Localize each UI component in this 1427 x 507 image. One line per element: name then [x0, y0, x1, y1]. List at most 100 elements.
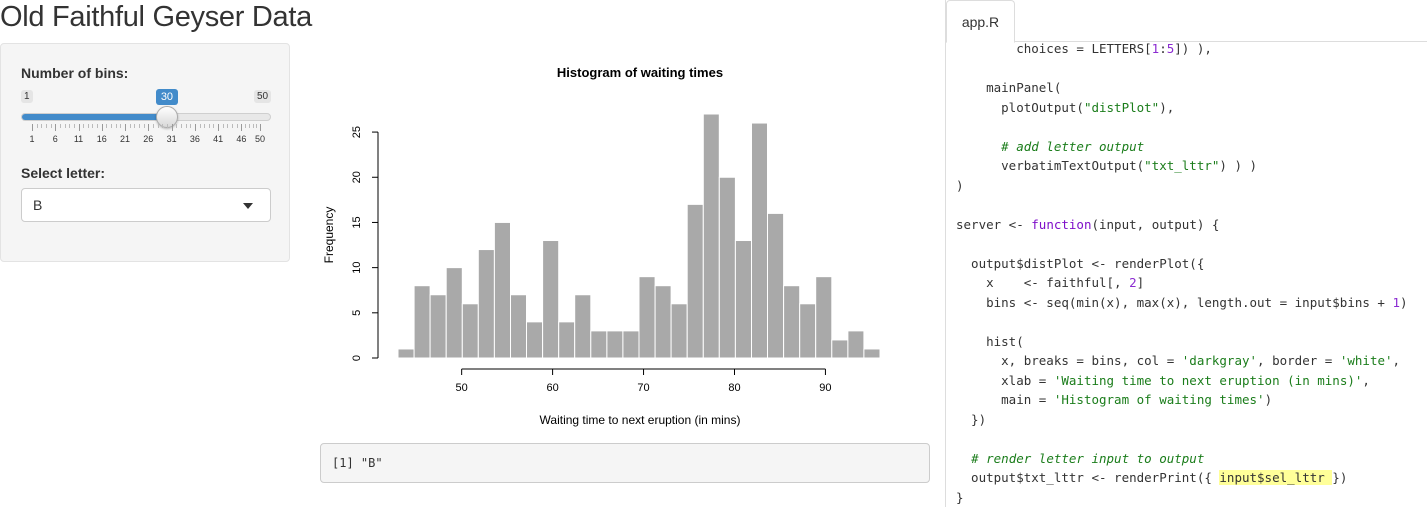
code-token: xlab = — [956, 372, 1054, 388]
slider-tick — [32, 124, 33, 131]
slider-tick-label: 11 — [73, 134, 84, 144]
histogram-bar — [670, 303, 688, 359]
code-line — [956, 117, 1408, 137]
slider-minor-tick — [252, 124, 254, 128]
code-token: output$txt_lttr <- renderPrint({ — [956, 470, 1220, 485]
code-line: # add letter output — [956, 137, 1408, 157]
code-token: 'Waiting time to next eruption (in mins)… — [1053, 372, 1363, 388]
slider-minor-tick — [143, 124, 145, 128]
histogram-bar — [461, 303, 479, 359]
histogram-bar — [783, 285, 801, 359]
slider-minor-tick — [73, 124, 75, 128]
y-tick-label: 15 — [351, 216, 363, 228]
slider-minor-tick — [50, 124, 52, 128]
slider-minor-tick — [176, 124, 178, 128]
code-line — [956, 312, 1408, 332]
slider-minor-tick — [41, 124, 43, 128]
slider-minor-tick — [185, 124, 187, 128]
histogram-bar — [445, 267, 463, 359]
bins-label: Number of bins: — [21, 65, 129, 81]
code-tab-bar: app.R — [946, 0, 1427, 43]
code-token: ] — [1136, 275, 1145, 290]
code-token: ), — [1159, 99, 1175, 115]
code-token: : — [1159, 41, 1167, 56]
code-line: }) — [956, 410, 1408, 430]
slider-minor-tick — [190, 124, 192, 128]
code-token: mainPanel( — [956, 80, 1062, 95]
histogram-bar — [526, 321, 544, 359]
slider-minor-tick — [208, 124, 210, 128]
page-title: Old Faithful Geyser Data — [0, 1, 312, 33]
slider-tick-label: 46 — [236, 134, 247, 144]
slider-tick — [125, 124, 127, 131]
y-axis-label: Frequency — [322, 207, 336, 264]
slider-tick — [241, 124, 243, 131]
histogram-bar — [509, 294, 528, 359]
slider-minor-tick — [111, 124, 113, 128]
letter-label: Select letter: — [21, 165, 106, 181]
code-line: main = 'Histogram of waiting times') — [956, 390, 1408, 410]
slider-tick-label: 26 — [143, 134, 154, 144]
histogram-bars — [397, 113, 881, 359]
slider-tick — [148, 124, 150, 131]
code-panel: app.R choices = LETTERS[1:5]) ), mainPan… — [945, 0, 1427, 507]
y-tick-label: 0 — [351, 355, 363, 361]
code-line: choices = LETTERS[1:5]) ), — [956, 39, 1408, 59]
code-token: server <- — [956, 216, 1032, 232]
tab-app-r[interactable]: app.R — [946, 0, 1015, 43]
code-token: plotOutput( — [956, 99, 1084, 115]
code-token: ) — [1400, 294, 1408, 310]
code-token: }) — [1332, 470, 1348, 485]
slider-ticks: 1 6 11 16 21 26 31 36 41 46 50 — [1, 124, 291, 148]
code-line: } — [956, 488, 1408, 507]
histogram-bar — [654, 285, 672, 359]
slider-tick-label: 16 — [96, 134, 107, 144]
code-token: , — [1392, 353, 1401, 368]
code-token: 'darkgray' — [1181, 353, 1258, 368]
slider-min-label: 1 — [21, 90, 33, 103]
y-axis: 0 5 10 15 20 25 — [351, 126, 379, 361]
code-line — [956, 234, 1408, 254]
slider-tick-label: 36 — [189, 134, 200, 144]
slider-tick-label: 50 — [254, 134, 266, 144]
code-line: xlab = 'Waiting time to next eruption (i… — [956, 371, 1408, 391]
code-token: , border = — [1257, 353, 1340, 368]
slider-tick — [260, 124, 261, 131]
slider-tick — [78, 124, 80, 131]
histogram-bar — [558, 321, 576, 359]
histogram-bar — [734, 240, 752, 359]
code-token: ) ) ) — [1219, 158, 1258, 173]
code-line: output$distPlot <- renderPlot({ — [956, 254, 1408, 274]
code-line: verbatimTextOutput("txt_lttr") ) ) — [956, 156, 1408, 176]
code-line: x <- faithful[, 2] — [956, 273, 1408, 293]
code-token: ]) ), — [1174, 41, 1212, 56]
y-tick-label: 25 — [351, 126, 363, 138]
y-tick-label: 10 — [351, 262, 363, 274]
histogram-bar — [847, 330, 865, 359]
slider-minor-tick — [204, 124, 206, 128]
letter-select[interactable]: B — [21, 188, 271, 222]
slider-minor-tick — [180, 124, 182, 128]
histogram-bar — [686, 203, 704, 359]
letter-select-value: B — [33, 197, 43, 213]
slider-tick — [218, 124, 220, 131]
histogram-bar — [718, 176, 736, 359]
histogram-bar — [799, 303, 817, 359]
bins-slider-track[interactable] — [21, 113, 271, 121]
x-tick-label: 90 — [819, 382, 831, 394]
slider-tick-label: 1 — [29, 134, 35, 144]
code-line: server <- function(input, output) { — [956, 215, 1408, 235]
slider-tick — [101, 124, 103, 131]
code-token: 1 — [1151, 41, 1160, 56]
slider-minor-tick — [162, 124, 164, 128]
histogram-bar — [702, 113, 720, 359]
slider-value-label: 30 — [155, 89, 178, 105]
code-token: , — [1362, 372, 1370, 388]
code-token: ) — [956, 177, 964, 193]
caret-down-icon — [243, 203, 253, 209]
slider-tick — [171, 124, 173, 131]
code-token: hist( — [956, 333, 1024, 349]
code-token: 'Histogram of waiting times' — [1053, 392, 1265, 407]
code-token: function — [1031, 216, 1092, 232]
letter-output: [1] "B" — [320, 443, 930, 483]
